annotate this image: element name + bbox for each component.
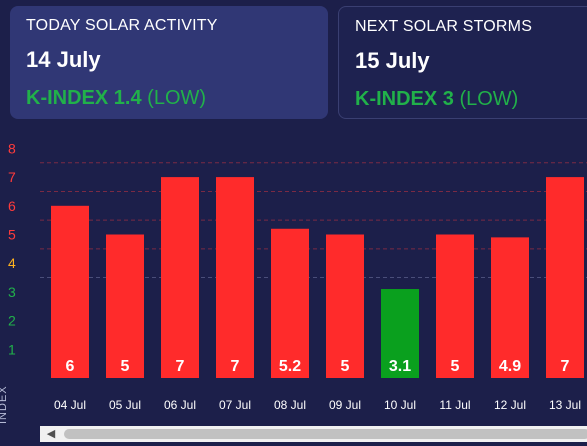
x-tick-label: 09 Jul xyxy=(329,398,361,412)
y-tick-label: 3 xyxy=(8,284,16,300)
today-kindex-value: K-INDEX 1.4 xyxy=(26,87,142,109)
scroll-thumb[interactable] xyxy=(64,429,587,439)
bar-value-label: 5 xyxy=(451,358,460,375)
x-tick-label: 06 Jul xyxy=(164,398,196,412)
y-tick-label: 4 xyxy=(8,255,16,271)
chart-y-axis: 123456789 xyxy=(8,140,16,357)
bar-value-label: 7 xyxy=(231,358,240,375)
y-tick-label: 5 xyxy=(8,227,16,243)
bar-06-jul[interactable] xyxy=(161,177,199,378)
bar-09-jul[interactable] xyxy=(326,234,364,379)
x-tick-label: 12 Jul xyxy=(494,398,526,412)
next-kindex: K-INDEX 3 (LOW) xyxy=(355,88,581,111)
scroll-left-arrow-icon[interactable]: ◀ xyxy=(46,428,56,440)
chart-bars: 6 5 7 7 5.2 5 3.1 5 4.9 7 xyxy=(51,177,584,378)
bar-10-jul[interactable] xyxy=(381,289,419,378)
next-card-title: NEXT SOLAR STORMS xyxy=(355,18,533,35)
y-tick-label: 2 xyxy=(8,313,16,329)
x-tick-label: 04 Jul xyxy=(54,398,86,412)
y-tick-label: 8 xyxy=(8,140,16,156)
bar-value-label: 3.1 xyxy=(389,358,411,375)
bar-07-jul[interactable] xyxy=(216,177,254,378)
next-solar-storms-card: NEXT SOLAR STORMS 15 July K-INDEX 3 (LOW… xyxy=(338,6,587,119)
bar-04-jul[interactable] xyxy=(51,205,89,378)
bar-13-jul[interactable] xyxy=(546,177,584,378)
bar-value-label: 7 xyxy=(561,358,570,375)
bar-05-jul[interactable] xyxy=(106,234,144,379)
today-date: 14 July xyxy=(26,47,101,72)
y-tick-label: 7 xyxy=(8,169,16,185)
bar-08-jul[interactable] xyxy=(271,228,309,378)
x-tick-label: 13 Jul xyxy=(549,398,581,412)
next-date: 15 July xyxy=(355,48,430,73)
today-kindex: K-INDEX 1.4 (LOW) xyxy=(26,87,312,110)
today-card-title: TODAY SOLAR ACTIVITY xyxy=(26,17,218,34)
x-tick-label: 07 Jul xyxy=(219,398,251,412)
y-axis-label: INDEX xyxy=(0,385,9,424)
bar-value-label: 5.2 xyxy=(279,358,301,375)
x-tick-label: 05 Jul xyxy=(109,398,141,412)
x-tick-label: 11 Jul xyxy=(439,398,470,412)
bar-11-jul[interactable] xyxy=(436,234,474,379)
x-tick-label: 08 Jul xyxy=(274,398,306,412)
y-tick-label: 1 xyxy=(8,341,16,357)
bar-value-label: 7 xyxy=(176,358,185,375)
next-kindex-level: (LOW) xyxy=(459,88,519,110)
y-tick-label: 6 xyxy=(8,198,16,214)
today-solar-activity-card: TODAY SOLAR ACTIVITY 14 July K-INDEX 1.4… xyxy=(10,6,328,119)
bar-value-label: 5 xyxy=(341,358,350,375)
bar-value-label: 5 xyxy=(121,358,130,375)
bar-value-label: 4.9 xyxy=(499,358,521,375)
bar-12-jul[interactable] xyxy=(491,237,529,378)
next-kindex-value: K-INDEX 3 xyxy=(355,88,454,110)
chart-x-axis: 04 Jul 05 Jul 06 Jul 07 Jul 08 Jul 09 Jul 10 J… xyxy=(54,398,581,412)
x-tick-label: 10 Jul xyxy=(384,398,416,412)
bar-value-label: 6 xyxy=(66,358,75,375)
chart-horizontal-scrollbar[interactable]: ◀ xyxy=(40,426,587,442)
today-kindex-level: (LOW) xyxy=(147,87,207,109)
